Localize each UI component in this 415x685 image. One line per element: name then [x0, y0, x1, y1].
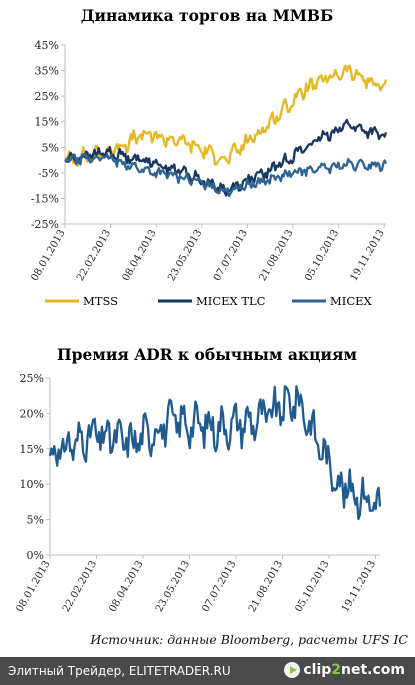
x-tick-label: 19.11.2013 — [349, 228, 387, 283]
chart1-series — [64, 64, 388, 198]
chart2-title: Премия ADR к обычным акциям — [57, 345, 357, 364]
chart2-y-ticks: 25% 20% 15% 10% 5% 0% — [20, 372, 44, 562]
chart1-legend: MTSS MICEX TLC MICEX — [45, 294, 373, 308]
chart1-x-ticks: 08.01.2013 22.02.2013 08.04.2013 23.05.2013… — [29, 228, 386, 283]
x-tick-label: 08.04.2013 — [121, 228, 159, 283]
chart1-axes — [61, 44, 386, 228]
x-tick-label: 08.04.2013 — [107, 559, 145, 614]
x-tick-label: 23.05.2013 — [154, 559, 192, 614]
y-tick-label: 20% — [20, 407, 44, 420]
y-tick-label: 5% — [42, 141, 59, 154]
play-icon — [284, 662, 301, 678]
series-line-0 — [64, 64, 388, 167]
clip2net-logo[interactable]: clip2net.com — [284, 662, 405, 678]
footer-site-label[interactable]: Элитный Трейдер, ELITETRADER.RU — [8, 664, 231, 678]
series-line-2 — [64, 152, 388, 198]
y-tick-label: 35% — [35, 65, 59, 78]
y-tick-label: 25% — [35, 90, 59, 103]
source-note: Источник: данные Bloomberg, расчеты UFS … — [90, 632, 408, 647]
series-line-0 — [48, 385, 382, 521]
chart2-axes — [46, 377, 380, 559]
chart2-series — [48, 385, 382, 521]
chart1-title: Динамика торгов на ММВБ — [81, 6, 334, 25]
x-tick-label: 08.01.2013 — [29, 228, 67, 283]
x-tick-label: 05.10.2013 — [293, 559, 331, 614]
y-tick-label: -25% — [31, 218, 59, 231]
logo-text: clip2net.com — [303, 662, 405, 678]
x-tick-label: 07.07.2013 — [212, 228, 250, 283]
footer-bar: Элитный Трейдер, ELITETRADER.RU clip2net… — [0, 657, 415, 685]
y-tick-label: -5% — [38, 167, 59, 180]
chart-adr-premium: Премия ADR к обычным акциям 25% 20% 15% 10%… — [14, 345, 382, 614]
y-tick-label: -15% — [31, 192, 59, 205]
series-line-1 — [64, 118, 388, 197]
chart1-y-ticks: 45% 35% 25% 15% 5% -5% -15% -25% — [31, 39, 59, 231]
x-tick-label: 22.02.2013 — [61, 559, 99, 614]
y-tick-label: 45% — [35, 39, 59, 52]
x-tick-label: 21.08.2013 — [247, 559, 285, 614]
y-tick-label: 15% — [20, 443, 44, 456]
y-tick-label: 15% — [35, 116, 59, 129]
legend-label-0: MTSS — [83, 294, 118, 308]
x-tick-label: 23.05.2013 — [166, 228, 204, 283]
x-tick-label: 19.11.2013 — [340, 559, 378, 614]
y-tick-label: 25% — [20, 372, 44, 385]
y-tick-label: 0% — [27, 549, 44, 562]
x-tick-label: 08.01.2013 — [14, 559, 52, 614]
legend-label-1: MICEX TLC — [196, 294, 266, 308]
x-tick-label: 05.10.2013 — [303, 228, 341, 283]
chart-dinamika: Динамика торгов на ММВБ 45% 35% 25% 15% 5% -5… — [29, 6, 388, 308]
x-tick-label: 21.08.2013 — [257, 228, 295, 283]
legend-label-2: MICEX — [330, 294, 373, 308]
chart2-x-ticks: 08.01.2013 22.02.2013 08.04.2013 23.05.2013… — [14, 559, 378, 614]
y-tick-label: 10% — [20, 478, 44, 491]
x-tick-label: 07.07.2013 — [200, 559, 238, 614]
x-tick-label: 22.02.2013 — [75, 228, 113, 283]
y-tick-label: 5% — [27, 514, 44, 527]
